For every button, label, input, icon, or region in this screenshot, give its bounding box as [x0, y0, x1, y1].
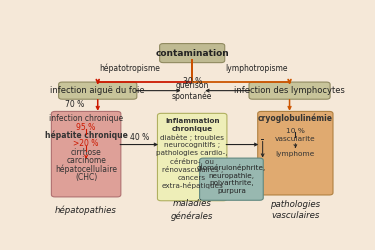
- Text: 95 %: 95 %: [76, 122, 96, 132]
- Text: >20 %: >20 %: [74, 140, 99, 148]
- Text: lymphome: lymphome: [276, 150, 315, 156]
- Text: maladies
générales: maladies générales: [171, 199, 213, 221]
- Text: vascularite: vascularite: [275, 136, 316, 141]
- Text: (CHC): (CHC): [75, 173, 97, 182]
- FancyBboxPatch shape: [160, 44, 225, 63]
- FancyBboxPatch shape: [51, 112, 121, 197]
- FancyBboxPatch shape: [249, 82, 330, 99]
- Text: 10 %: 10 %: [286, 128, 305, 134]
- Text: 70 %: 70 %: [65, 100, 84, 109]
- Text: cérébro-, ou: cérébro-, ou: [170, 158, 214, 165]
- Text: hépatopathies: hépatopathies: [55, 205, 117, 215]
- Text: infection des lymphocytes: infection des lymphocytes: [234, 86, 345, 95]
- Text: rénovasculaires ;: rénovasculaires ;: [162, 166, 223, 173]
- Text: 40 %: 40 %: [129, 133, 149, 142]
- Text: guérison
spontanée: guérison spontanée: [172, 80, 212, 101]
- Text: cryoglobulinémie: cryoglobulinémie: [258, 114, 333, 123]
- Text: 30 %: 30 %: [183, 78, 202, 86]
- Text: hépatotropisme: hépatotropisme: [99, 64, 160, 73]
- Text: cirrhose: cirrhose: [71, 148, 102, 157]
- Text: pathologies cardio-,: pathologies cardio-,: [156, 150, 228, 156]
- Text: diabète ; troubles: diabète ; troubles: [160, 134, 224, 141]
- Text: contamination: contamination: [155, 48, 229, 58]
- FancyBboxPatch shape: [200, 158, 263, 200]
- FancyBboxPatch shape: [258, 112, 333, 195]
- Text: cancers: cancers: [178, 175, 206, 181]
- Text: infection aiguë du foie: infection aiguë du foie: [50, 86, 145, 95]
- Text: pathologies
vasculaires: pathologies vasculaires: [270, 200, 320, 220]
- Text: glomérulonéphrite,
neuropathie,
polyarthrite,
purpura: glomérulonéphrite, neuropathie, polyarth…: [197, 164, 266, 194]
- Text: hépatite chronique: hépatite chronique: [45, 131, 128, 140]
- Text: neurocognitifs ;: neurocognitifs ;: [164, 142, 220, 148]
- FancyBboxPatch shape: [158, 113, 227, 201]
- FancyBboxPatch shape: [58, 82, 137, 99]
- Text: chronique: chronique: [172, 126, 213, 132]
- Text: inflammation: inflammation: [165, 118, 219, 124]
- Text: lymphotropisme: lymphotropisme: [225, 64, 287, 73]
- Text: carcinome: carcinome: [66, 156, 106, 166]
- Text: infection chronique: infection chronique: [49, 114, 123, 123]
- Text: hépatocellulaire: hépatocellulaire: [55, 164, 117, 174]
- Text: extra-hépatiques: extra-hépatiques: [161, 182, 223, 189]
